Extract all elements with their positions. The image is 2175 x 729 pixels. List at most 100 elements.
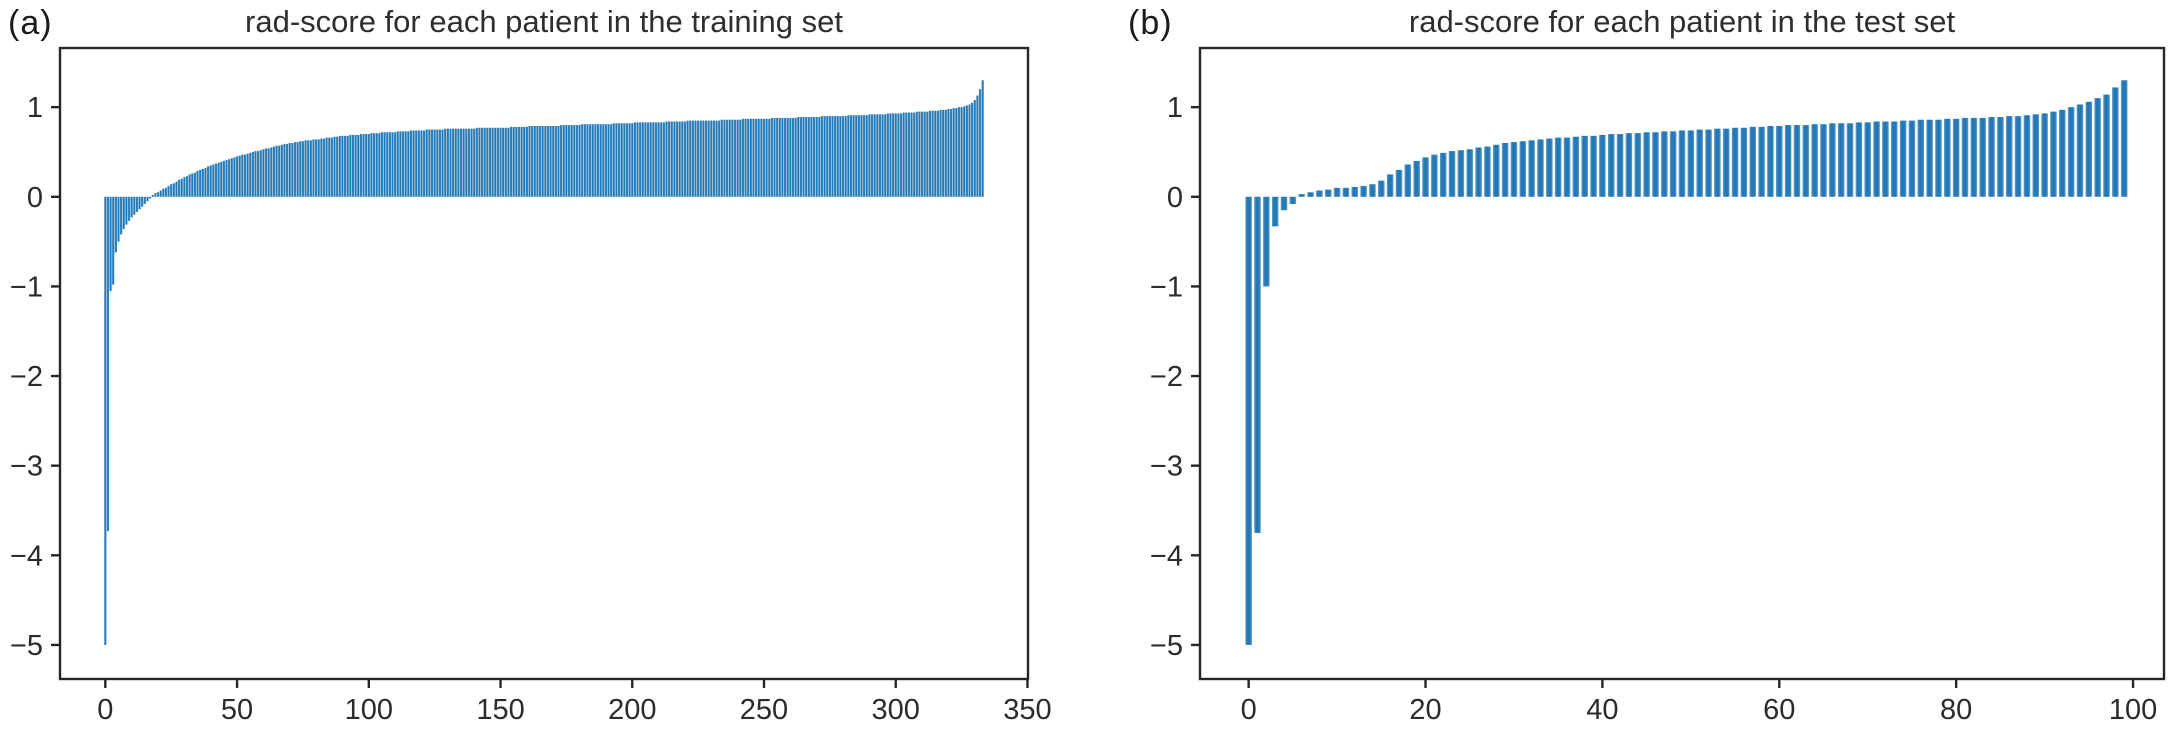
y-tick-label: −1 [1150, 271, 1183, 303]
y-tick-label: 1 [27, 92, 43, 124]
x-tick-label: 100 [345, 694, 393, 726]
rad-score-bar [2112, 87, 2119, 197]
rad-score-bar [304, 140, 307, 197]
rad-score-bar [1890, 121, 1898, 197]
rad-score-bar [167, 186, 170, 197]
rad-score-bar [127, 196, 131, 221]
rad-score-bar [554, 125, 557, 197]
rad-score-bar [212, 164, 215, 197]
rad-score-bar [831, 116, 834, 197]
rad-score-bar [467, 128, 471, 197]
rad-score-bar [351, 134, 355, 197]
rad-score-bar [104, 196, 107, 645]
rad-score-bar [196, 170, 199, 197]
rad-score-bar [544, 125, 547, 197]
bars-group [104, 80, 984, 645]
rad-score-bar [654, 122, 658, 197]
rad-score-bar [480, 127, 484, 197]
rad-score-bar [2094, 98, 2101, 197]
rad-score-bar [689, 120, 692, 197]
rad-score-bar [1908, 120, 1916, 197]
y-axis: 1 0 −1 −2 −3 −4 −5 [1150, 92, 1200, 662]
rad-score-bar [509, 126, 513, 197]
rad-score-bar [615, 123, 618, 197]
rad-score-bar [1280, 196, 1288, 211]
rad-score-bar [2103, 94, 2110, 197]
rad-score-bar [797, 117, 800, 197]
rad-score-bar [541, 125, 544, 197]
rad-score-bar [963, 106, 966, 197]
y-tick-label: −2 [1150, 361, 1183, 393]
rad-score-bar [428, 129, 431, 197]
rad-score-bar [354, 134, 357, 197]
rad-score-bar [148, 196, 152, 199]
rad-score-bar [646, 122, 650, 197]
rad-score-bar [965, 105, 968, 197]
rad-score-bar [2005, 116, 2013, 197]
rad-score-bar [639, 122, 642, 197]
training-set-panel: (a) rad-score for each patient in the tr… [8, 4, 1052, 726]
rad-score-bar [383, 132, 386, 197]
rad-score-bar [1590, 135, 1597, 197]
rad-score-bar [628, 123, 631, 197]
rad-score-bar [307, 140, 310, 197]
rad-score-bar [805, 117, 808, 197]
rad-score-bar [928, 110, 932, 197]
rad-score-bar [130, 196, 133, 218]
rad-score-bar [122, 196, 125, 230]
rad-score-bar [834, 116, 837, 197]
rad-score-bar [1324, 189, 1332, 197]
rad-score-bar [973, 99, 976, 197]
rad-score-bar [246, 153, 249, 197]
rad-score-bar [235, 156, 239, 197]
rad-score-bar [1669, 131, 1677, 197]
rad-score-bar [675, 121, 679, 197]
rad-score-bar [760, 118, 763, 197]
rad-score-bar [552, 125, 555, 197]
rad-score-bar [180, 178, 183, 197]
rad-score-bar [889, 113, 892, 197]
rad-score-bar [404, 131, 407, 197]
y-tick-label: −3 [10, 451, 43, 483]
rad-score-bar [815, 117, 818, 197]
rad-score-bar [372, 133, 376, 197]
rad-score-bar [1316, 190, 1323, 197]
rad-score-bar [1731, 127, 1739, 197]
rad-score-bar [881, 114, 884, 197]
rad-score-bar [1546, 138, 1553, 197]
rad-score-bar [725, 119, 729, 197]
rad-score-bar [789, 117, 792, 197]
rad-score-bar [799, 117, 803, 197]
rad-score-bar [657, 122, 660, 197]
rad-score-bar [523, 126, 526, 197]
rad-score-bar [770, 117, 774, 197]
rad-score-bar [1245, 196, 1252, 645]
rad-score-bar [251, 151, 254, 197]
rad-score-bar [1634, 133, 1642, 197]
rad-score-bar [1298, 194, 1305, 197]
rad-score-bar [359, 134, 363, 197]
rad-score-bar [280, 144, 283, 197]
rad-score-bar [106, 196, 110, 532]
rad-score-bar [433, 129, 436, 197]
rad-score-bar [228, 159, 231, 197]
y-axis: 1 0 −1 −2 −3 −4 −5 [10, 92, 60, 662]
rad-score-bar [583, 124, 586, 197]
rad-score-bar [288, 143, 291, 197]
rad-score-bar [707, 120, 710, 197]
rad-score-bar [736, 119, 739, 197]
rad-score-bar [536, 125, 539, 197]
rad-score-bar [1404, 164, 1412, 197]
test-chart-title: rad-score for each patient in the test s… [1408, 4, 1956, 39]
y-tick-label: −5 [1150, 630, 1183, 662]
rad-score-bar [920, 111, 924, 197]
x-tick-label: 0 [1241, 694, 1257, 726]
rad-score-bar [1811, 124, 1818, 197]
rad-score-bar [884, 114, 887, 197]
rad-score-bar [499, 127, 502, 197]
rad-score-bar [1342, 187, 1350, 197]
rad-score-bar [283, 143, 286, 197]
rad-score-bar [747, 118, 750, 197]
rad-score-bar [2041, 113, 2048, 197]
rad-score-bar [349, 134, 352, 197]
